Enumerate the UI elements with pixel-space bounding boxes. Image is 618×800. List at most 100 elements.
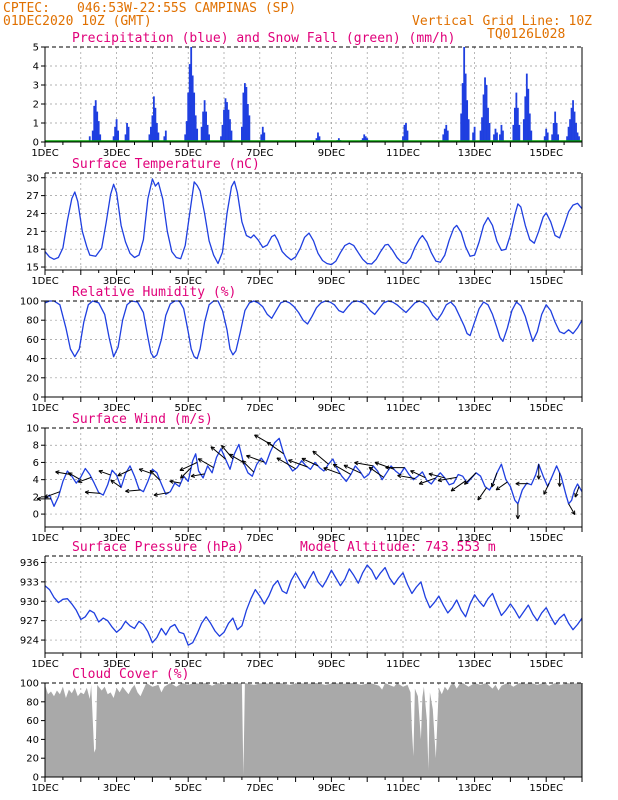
precip-bar: [99, 134, 102, 142]
precip-xtick-label: 5DEC: [175, 148, 202, 159]
precip-bar: [557, 134, 560, 142]
precip-bar: [245, 86, 248, 142]
precip-bar: [124, 134, 127, 142]
precip-xtick-label: 3DEC: [103, 148, 130, 159]
wind-arrow: [36, 496, 51, 502]
precip-bar: [445, 124, 448, 142]
wind-arrow: [110, 479, 122, 488]
precip-bar: [479, 130, 482, 142]
temperature-ytick-label: 21: [26, 227, 39, 238]
precip-bar: [460, 113, 463, 142]
precip-bar: [496, 132, 498, 142]
precip-bar: [315, 138, 318, 142]
wind-arrow: [490, 472, 498, 488]
wind-arrow: [410, 470, 426, 479]
precip-bar: [500, 124, 503, 142]
wind-arrow: [77, 476, 92, 483]
wind-arrow: [374, 461, 395, 470]
pressure-ytick-label: 930: [20, 597, 39, 608]
temperature-ytick-label: 18: [26, 245, 39, 256]
precip-bar: [493, 134, 495, 142]
precip-bar: [554, 111, 557, 142]
pressure-xtick-label: 11DEC: [386, 659, 420, 670]
precip-bar: [241, 126, 243, 142]
wind-arrow: [312, 450, 329, 465]
cloud-xtick-label: 7DEC: [246, 783, 273, 794]
cloud-cover-area: [45, 683, 582, 777]
precip-bar: [406, 130, 409, 142]
humidity-ytick-label: 100: [20, 297, 39, 308]
precip-bar: [461, 83, 464, 142]
precip-bar: [203, 100, 206, 142]
precip-bar: [516, 107, 519, 142]
wind-arrow: [536, 464, 541, 480]
precip-bar: [576, 132, 579, 142]
precip-bar: [163, 136, 166, 142]
precip-bar: [157, 132, 160, 142]
precip-bar: [243, 83, 246, 142]
temperature-xtick-label: 7DEC: [246, 276, 273, 287]
precip-bar: [191, 75, 194, 142]
pressure-ytick-label: 933: [20, 577, 39, 588]
wind-arrow: [266, 441, 284, 455]
cloud-title: Cloud Cover (%): [72, 667, 189, 682]
wind-xtick-label: 5DEC: [175, 533, 202, 544]
precip-bar: [127, 126, 130, 142]
wind-arrow: [125, 488, 141, 494]
precip-bar: [94, 100, 97, 142]
precip-bar: [193, 92, 196, 142]
precip-bar: [546, 132, 549, 142]
precip-bar: [570, 107, 573, 142]
precip-bar: [230, 130, 233, 142]
temperature-ytick-label: 27: [26, 191, 39, 202]
precip-bar: [96, 111, 99, 142]
precip-bar: [115, 119, 118, 142]
humidity-ytick-label: 40: [26, 354, 39, 365]
precip-bar: [524, 96, 527, 142]
precip-bar: [528, 113, 531, 142]
wind-arrow: [179, 461, 198, 472]
precip-bar: [93, 105, 96, 142]
wind-xtick-label: 11DEC: [386, 533, 420, 544]
temperature-series-line: [44, 178, 583, 266]
wind-ytick-label: 2: [33, 492, 39, 503]
precip-bar: [97, 121, 100, 142]
humidity-xtick-label: 11DEC: [386, 403, 420, 414]
wind-xtick-label: 9DEC: [318, 533, 345, 544]
cloud-ytick-label: 20: [26, 754, 39, 765]
wind-arrow: [210, 446, 226, 460]
wind-panel: Surface Wind (m/s) 0 2 4 6 8 10 1DEC 3DEC 5DEC 7DE…: [26, 412, 583, 544]
precip-bar: [515, 92, 518, 142]
precip-bar: [543, 136, 546, 142]
precip-bar: [205, 111, 207, 142]
cloud-ytick-label: 80: [26, 697, 39, 708]
precip-bar: [260, 134, 263, 142]
wind-xtick-label: 1DEC: [31, 533, 58, 544]
temperature-xtick-label: 11DEC: [386, 276, 420, 287]
precip-bar: [545, 128, 548, 142]
wind-arrow: [288, 459, 308, 468]
precip-bar: [569, 119, 571, 142]
precip-bar: [202, 111, 205, 142]
precip-bar: [484, 77, 486, 142]
precip-ytick-label: 1: [33, 119, 39, 130]
pressure-annotation: Model Altitude: 743.553 m: [300, 540, 496, 555]
precip-xtick-label: 11DEC: [386, 148, 420, 159]
pressure-ytick-label: 924: [20, 636, 39, 647]
precip-xtick-label: 15DEC: [529, 148, 563, 159]
wind-ytick-label: 4: [33, 475, 39, 486]
wind-ytick-label: 10: [26, 424, 39, 435]
humidity-ytick-label: 60: [26, 335, 39, 346]
temperature-xtick-label: 9DEC: [318, 276, 345, 287]
wind-xtick-label: 3DEC: [103, 533, 130, 544]
cloud-xtick-label: 3DEC: [103, 783, 130, 794]
humidity-panel: Relative Humidity (%) 0 20 40 60 80 100 1DEC 3DE…: [20, 285, 583, 414]
precip-bar: [525, 73, 528, 142]
precip-bar: [151, 115, 154, 142]
precip-ytick-label: 3: [33, 81, 39, 92]
header-model: TQ0126L028: [487, 27, 565, 42]
wind-arrow: [117, 468, 132, 477]
wind-arrow: [180, 467, 192, 479]
pressure-title: Surface Pressure (hPa): [72, 540, 244, 555]
